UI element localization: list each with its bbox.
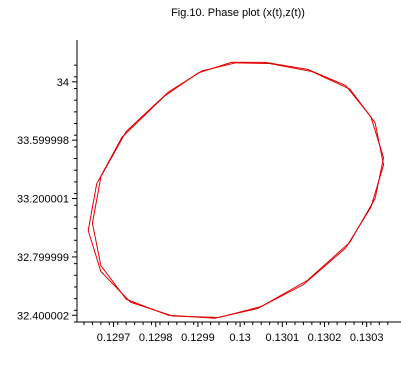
y-tick-label: 33.200001 (17, 194, 69, 206)
x-tick-label: 0.1299 (181, 332, 215, 344)
x-tick-label: 0.1301 (265, 332, 299, 344)
x-tick-label: 0.1298 (139, 332, 173, 344)
y-tick-label: 34 (57, 77, 69, 89)
x-tick-label: 0.1303 (350, 332, 384, 344)
y-tick-label: 32.799999 (17, 252, 69, 264)
phase-curve-2 (91, 62, 385, 319)
chart-title: Fig.10. Phase plot (x(t),z(t)) (171, 7, 305, 19)
x-tick-label: 0.1297 (97, 332, 131, 344)
y-axis-ticks: 34 33.599998 33.200001 32.799999 32.400002 (17, 64, 77, 323)
x-axis-ticks: 0.1297 0.1298 0.1299 0.13 0.1301 0.1302 0.1303 (83, 322, 389, 344)
y-tick-label: 33.599998 (17, 135, 69, 147)
x-tick-label: 0.13 (229, 332, 250, 344)
y-tick-label: 32.400002 (17, 310, 69, 322)
phase-curves (87, 61, 385, 319)
phase-curve-1 (87, 61, 385, 318)
x-tick-label: 0.1302 (308, 332, 342, 344)
